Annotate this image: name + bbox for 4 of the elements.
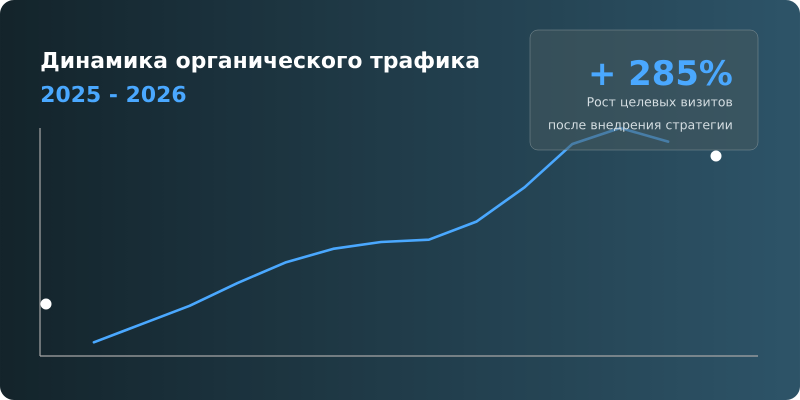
chart-subtitle: 2025 - 2026 bbox=[42, 86, 186, 102]
chart-title: Динамика органического трафика bbox=[42, 51, 478, 73]
annotation: Рост целевых визитов после внедрения стратегии bbox=[549, 97, 732, 132]
text: + 285% bbox=[592, 60, 732, 86]
